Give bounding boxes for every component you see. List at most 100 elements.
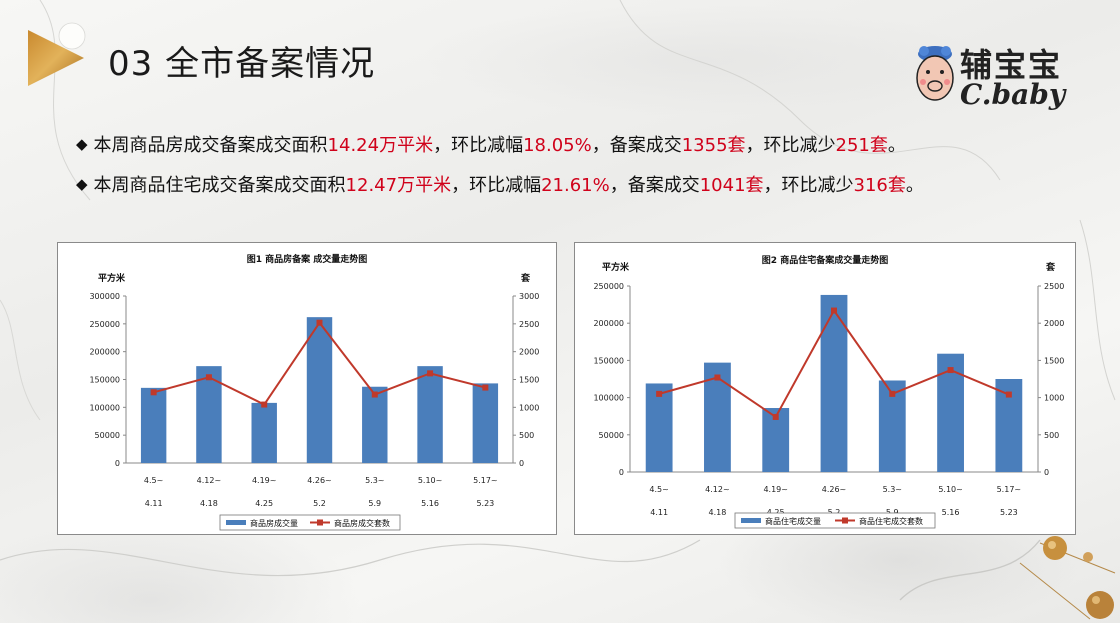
line-point-4.12~4.18	[714, 374, 721, 381]
diamond-bullet-icon: ◆	[76, 135, 88, 153]
chart-residential-housing: 图2 商品住宅备案成交量走势图 平方米 套 0 50000 100000 150000 200…	[574, 242, 1076, 535]
x-tick-label-top: 4.26~	[822, 485, 847, 494]
y2-tick-label: 500	[519, 431, 534, 440]
y-tick-label: 200000	[593, 319, 624, 328]
legend-bar-label: 商品住宅成交量	[765, 516, 821, 526]
bar-4.26~5.2	[306, 317, 333, 463]
x-tick-label-bottom: 5.9	[368, 499, 381, 508]
x-tick-label-bottom: 5.23	[1000, 508, 1018, 517]
y-tick-label: 250000	[89, 320, 120, 329]
line-point-4.26~5.2	[316, 319, 323, 326]
legend-line-label: 商品房成交套数	[334, 518, 390, 528]
bullet-segment: ，环比减少	[763, 175, 854, 196]
y-tick-label: 250000	[593, 282, 624, 291]
y-axis-label: 平方米	[98, 272, 126, 284]
bullet-segment: 。	[905, 175, 924, 196]
bullet-text: 本周商品住宅成交备案成交面积12.47万平米，环比减幅21.61%，备案成交10…	[94, 171, 924, 197]
bullet-text: 本周商品房成交备案成交面积14.24万平米，环比减幅18.05%，备案成交135…	[94, 131, 906, 157]
line-point-4.19~4.25	[772, 413, 779, 420]
line-point-4.5~4.11	[150, 389, 157, 396]
bullet-segment: 本周商品房成交备案成交面积	[93, 135, 328, 156]
y-tick-label: 150000	[89, 376, 120, 385]
x-tick-label-bottom: 5.16	[421, 499, 439, 508]
legend-line-label: 商品住宅成交套数	[859, 516, 923, 526]
x-tick-label-top: 5.17~	[473, 476, 498, 485]
x-tick-label-bottom: 4.11	[650, 508, 668, 517]
y2-tick-label: 500	[1044, 431, 1059, 440]
highlight-value: 316套	[853, 175, 906, 196]
bar-4.26~5.2	[820, 294, 848, 472]
line-point-5.10~5.16	[427, 370, 434, 377]
y2-tick-label: 0	[1044, 468, 1049, 477]
x-tick-label-bottom: 4.11	[145, 499, 163, 508]
x-tick-label-top: 4.12~	[705, 485, 730, 494]
bar-5.17~5.23	[472, 383, 499, 463]
x-tick-label-bottom: 4.25	[767, 508, 785, 517]
x-tick-label-top: 5.10~	[418, 476, 443, 485]
brand-name-cn: 辅宝宝	[960, 46, 1063, 84]
bullet-segment: ，环比减少	[745, 135, 836, 156]
chart-commercial-housing: 图1 商品房备案 成交量走势图平方米 套 0 50000 100000 150000 200…	[57, 242, 557, 535]
y2-tick-label: 2500	[519, 320, 539, 329]
y-tick-label: 200000	[89, 348, 120, 357]
y2-tick-label: 2000	[519, 348, 539, 357]
x-tick-label-top: 5.10~	[938, 485, 963, 494]
x-tick-label-top: 4.12~	[197, 476, 222, 485]
highlight-value: 18.05%	[523, 135, 592, 156]
x-tick-label-bottom: 4.18	[200, 499, 218, 508]
y2-tick-label: 2000	[1044, 319, 1064, 328]
legend-line-marker	[317, 519, 323, 526]
x-tick-label-bottom: 5.23	[476, 499, 494, 508]
line-point-4.19~4.25	[261, 401, 268, 408]
y-tick-label: 150000	[593, 356, 624, 365]
chart-title: 图2 商品住宅备案成交量走势图	[762, 254, 888, 266]
y2-tick-label: 1000	[1044, 394, 1064, 403]
line-point-5.17~5.23	[482, 384, 489, 391]
bullet-segment: ，环比减幅	[433, 135, 524, 156]
highlight-value: 14.24万平米	[327, 135, 434, 156]
brand-logo: 辅宝宝 C.baby	[912, 40, 1082, 115]
x-tick-label-top: 4.19~	[252, 476, 277, 485]
bar-4.5~4.11	[140, 387, 167, 463]
y-tick-label: 100000	[593, 394, 624, 403]
y-tick-label: 50000	[599, 431, 624, 440]
y2-tick-label: 1500	[1044, 356, 1064, 365]
y2-tick-label: 1000	[519, 403, 539, 412]
bullet-segment: ，备案成交	[591, 135, 682, 156]
line-point-4.12~4.18	[205, 374, 212, 381]
legend-bar-swatch	[741, 518, 761, 523]
x-tick-label-bottom: 4.25	[255, 499, 273, 508]
legend-bar-label: 商品房成交量	[250, 518, 298, 528]
y2-axis-label: 套	[521, 272, 531, 284]
mascot-icon	[916, 46, 954, 101]
y-axis-label: 平方米	[602, 261, 630, 273]
brand-name-en: C.baby	[960, 78, 1066, 111]
highlight-value: 1355套	[681, 135, 746, 156]
line-point-5.3~5.9	[889, 390, 896, 397]
bar-4.5~4.11	[645, 383, 673, 472]
y-tick-label: 50000	[95, 431, 120, 440]
chart-title: 图1 商品房备案 成交量走势图	[247, 253, 368, 265]
y-tick-label: 0	[115, 459, 120, 468]
highlight-value: 12.47万平米	[345, 175, 452, 196]
diamond-bullet-icon: ◆	[76, 175, 88, 193]
line-point-4.26~5.2	[831, 307, 837, 314]
y2-tick-label: 1500	[519, 376, 539, 385]
y-tick-label: 0	[619, 468, 624, 477]
line-point-5.17~5.23	[1005, 391, 1012, 398]
line-point-4.5~4.11	[656, 390, 663, 397]
highlight-value: 21.61%	[541, 175, 610, 196]
bar-5.10~5.16	[417, 366, 443, 463]
x-tick-label-top: 5.17~	[997, 485, 1022, 494]
x-tick-label-bottom: 5.2	[828, 508, 841, 517]
x-tick-label-bottom: 5.16	[942, 508, 960, 517]
bullet-segment: ，环比减幅	[451, 175, 542, 196]
bar-5.3~5.9	[362, 386, 388, 463]
y2-tick-label: 3000	[519, 292, 539, 301]
y-tick-label: 100000	[89, 403, 120, 412]
bullet-segment: 本周商品住宅成交备案成交面积	[93, 175, 346, 196]
x-tick-label-top: 4.19~	[763, 485, 788, 494]
highlight-value: 1041套	[699, 175, 764, 196]
x-tick-label-bottom: 5.2	[313, 499, 326, 508]
